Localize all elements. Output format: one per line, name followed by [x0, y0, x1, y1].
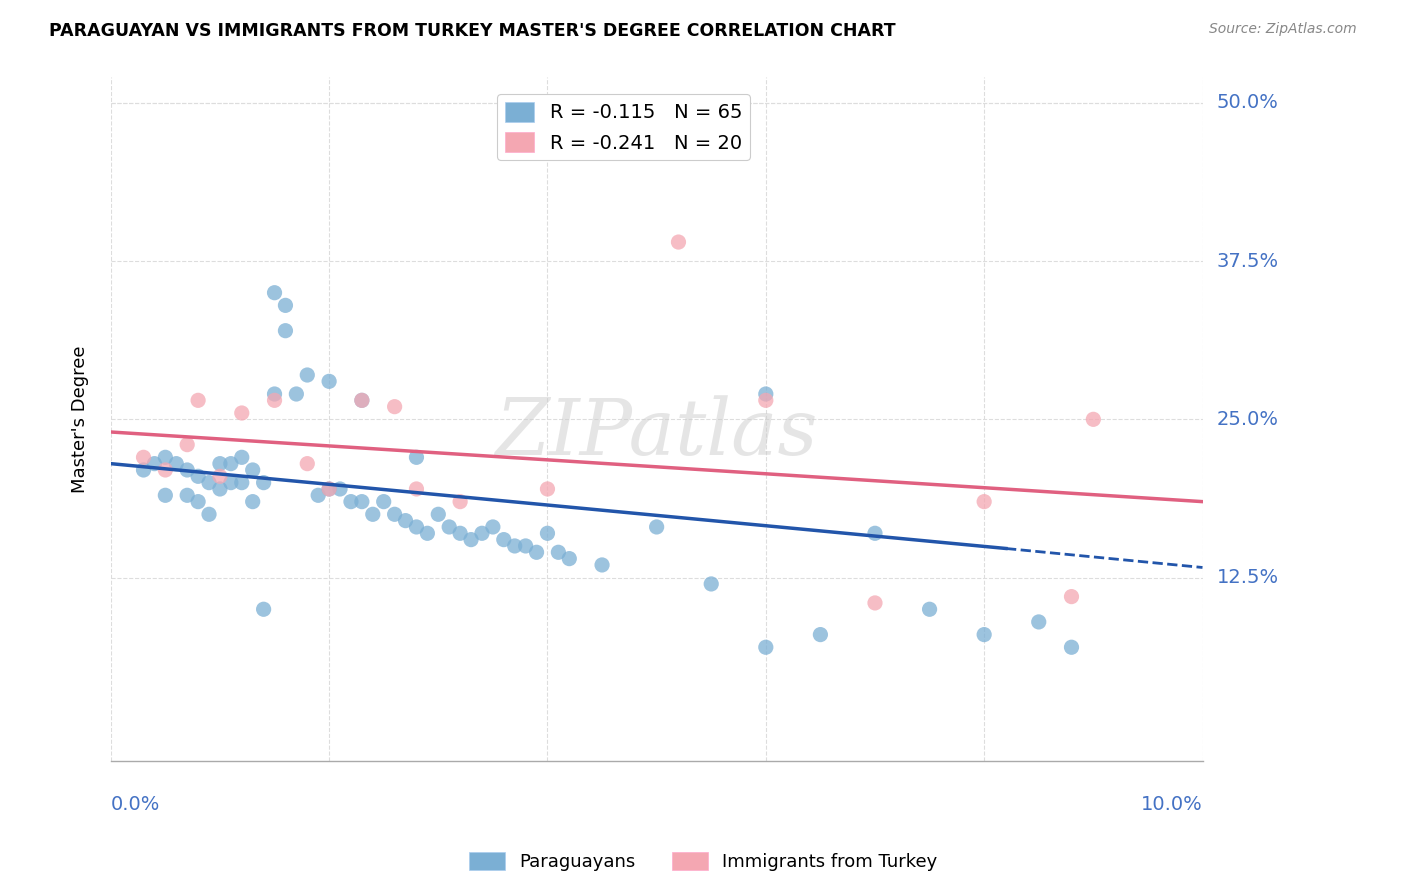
Point	[263, 387, 285, 401]
Point	[263, 393, 285, 408]
Point	[231, 450, 253, 465]
Point	[231, 406, 253, 420]
Point	[361, 508, 384, 522]
Point	[198, 508, 221, 522]
Point	[416, 526, 439, 541]
Point	[482, 520, 505, 534]
Point	[808, 627, 831, 641]
Point	[176, 463, 198, 477]
Point	[492, 533, 515, 547]
Text: ZIPatlas: ZIPatlas	[495, 395, 818, 471]
Text: 37.5%: 37.5%	[1216, 252, 1278, 270]
Point	[384, 400, 406, 414]
Point	[405, 450, 427, 465]
Point	[460, 533, 482, 547]
Point	[515, 539, 537, 553]
Point	[187, 494, 209, 508]
Legend: Paraguayans, Immigrants from Turkey: Paraguayans, Immigrants from Turkey	[461, 845, 945, 879]
Point	[1083, 412, 1105, 426]
Point	[187, 469, 209, 483]
Point	[198, 475, 221, 490]
Point	[274, 298, 297, 312]
Point	[340, 494, 363, 508]
Point	[252, 602, 274, 616]
Point	[329, 482, 352, 496]
Y-axis label: Master's Degree: Master's Degree	[72, 345, 89, 493]
Point	[155, 463, 177, 477]
Point	[700, 577, 723, 591]
Point	[373, 494, 395, 508]
Point	[165, 457, 187, 471]
Point	[755, 640, 778, 655]
Point	[1028, 615, 1050, 629]
Point	[536, 526, 558, 541]
Point	[526, 545, 548, 559]
Point	[755, 387, 778, 401]
Text: PARAGUAYAN VS IMMIGRANTS FROM TURKEY MASTER'S DEGREE CORRELATION CHART: PARAGUAYAN VS IMMIGRANTS FROM TURKEY MAS…	[49, 22, 896, 40]
Point	[143, 457, 166, 471]
Point	[350, 393, 373, 408]
Point	[263, 285, 285, 300]
Point	[318, 375, 340, 389]
Point	[350, 393, 373, 408]
Point	[558, 551, 581, 566]
Point	[471, 526, 494, 541]
Point	[219, 475, 242, 490]
Point	[973, 494, 995, 508]
Text: 12.5%: 12.5%	[1216, 568, 1278, 587]
Point	[405, 482, 427, 496]
Point	[231, 475, 253, 490]
Point	[427, 508, 450, 522]
Point	[1060, 640, 1083, 655]
Point	[394, 514, 416, 528]
Point	[405, 520, 427, 534]
Point	[252, 475, 274, 490]
Point	[437, 520, 460, 534]
Point	[668, 235, 690, 249]
Point	[384, 508, 406, 522]
Point	[176, 488, 198, 502]
Point	[208, 482, 231, 496]
Point	[176, 437, 198, 451]
Point	[274, 324, 297, 338]
Point	[297, 457, 319, 471]
Point	[591, 558, 613, 572]
Point	[208, 457, 231, 471]
Point	[547, 545, 569, 559]
Point	[449, 494, 471, 508]
Point	[285, 387, 308, 401]
Point	[297, 368, 319, 382]
Point	[863, 596, 886, 610]
Text: 0.0%: 0.0%	[111, 796, 160, 814]
Point	[132, 463, 155, 477]
Point	[318, 482, 340, 496]
Point	[863, 526, 886, 541]
Legend: R = -0.115   N = 65, R = -0.241   N = 20: R = -0.115 N = 65, R = -0.241 N = 20	[498, 94, 751, 161]
Point	[155, 450, 177, 465]
Point	[219, 457, 242, 471]
Point	[536, 482, 558, 496]
Text: 25.0%: 25.0%	[1216, 409, 1278, 429]
Point	[187, 393, 209, 408]
Point	[318, 482, 340, 496]
Text: 10.0%: 10.0%	[1140, 796, 1202, 814]
Point	[155, 488, 177, 502]
Point	[307, 488, 329, 502]
Point	[242, 494, 264, 508]
Point	[242, 463, 264, 477]
Point	[503, 539, 526, 553]
Point	[973, 627, 995, 641]
Point	[449, 526, 471, 541]
Point	[645, 520, 668, 534]
Point	[1060, 590, 1083, 604]
Point	[208, 469, 231, 483]
Point	[918, 602, 941, 616]
Point	[132, 450, 155, 465]
Text: Source: ZipAtlas.com: Source: ZipAtlas.com	[1209, 22, 1357, 37]
Text: 50.0%: 50.0%	[1216, 94, 1278, 112]
Point	[755, 393, 778, 408]
Point	[350, 494, 373, 508]
